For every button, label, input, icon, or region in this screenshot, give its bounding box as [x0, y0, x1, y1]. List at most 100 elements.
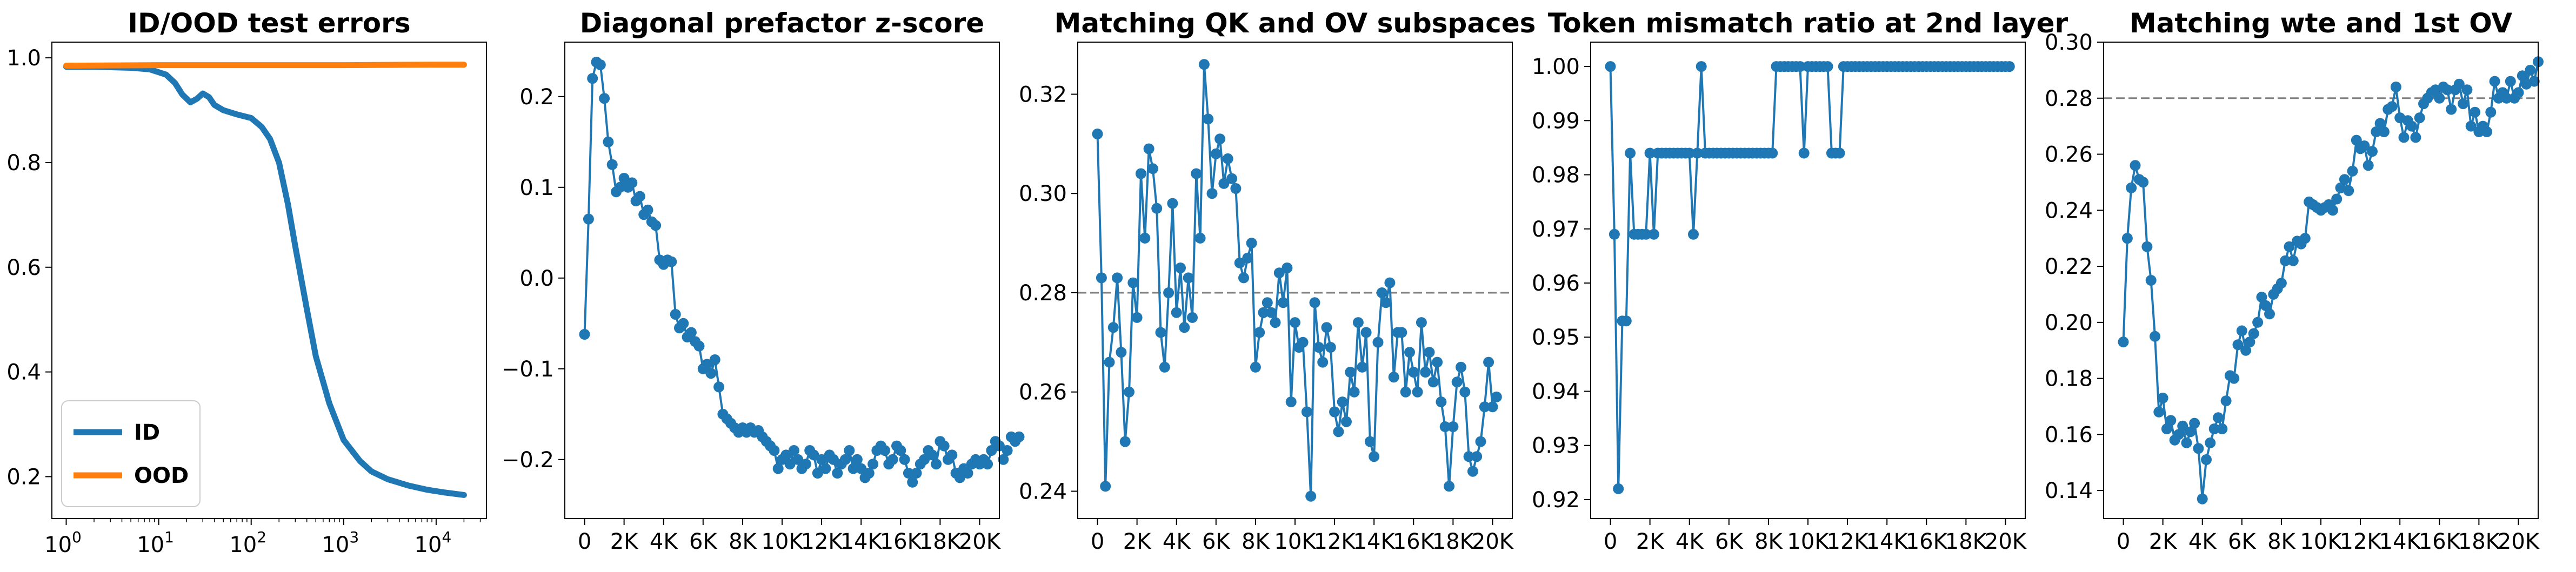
chart-panel-4: Token mismatch ratio at 2nd layer 0.92 0.9… — [1532, 8, 2068, 554]
data-point — [1432, 356, 1443, 368]
data-point — [2434, 92, 2445, 104]
data-point — [2157, 392, 2168, 403]
data-point — [1183, 272, 1194, 284]
data-point — [769, 445, 780, 456]
y-tick-label: 0.8 — [6, 151, 41, 176]
plot-frame — [1077, 42, 1513, 519]
data-point — [1124, 386, 1134, 398]
data-point — [1456, 361, 1466, 373]
y-tick-label: 0.99 — [1532, 109, 1580, 133]
data-point — [2441, 84, 2453, 96]
data-point — [2410, 132, 2421, 143]
data-point — [2371, 126, 2382, 137]
data-point — [1404, 347, 1415, 358]
chart-title: ID/OOD test errors — [128, 8, 410, 39]
data-point — [1301, 406, 1312, 418]
data-point — [1214, 133, 1226, 145]
y-tick-label: 0.16 — [2045, 422, 2093, 447]
x-tick-exponent: 1 — [164, 528, 174, 546]
data-point — [1238, 272, 1249, 284]
data-point — [2220, 395, 2232, 407]
data-point — [1384, 277, 1396, 288]
chart-title: Matching wte and 1st OV — [2130, 8, 2513, 39]
data-point — [1171, 307, 1182, 318]
plot-frame — [2103, 42, 2539, 519]
data-point — [1139, 232, 1151, 244]
data-point — [1447, 421, 1459, 432]
data-point — [986, 445, 997, 456]
x-tick-label: 2K — [610, 529, 639, 554]
y-tick-label: 0.2 — [519, 85, 554, 110]
data-point — [1479, 401, 1490, 413]
data-point — [812, 468, 823, 479]
data-point — [1187, 312, 1198, 323]
x-tick-label: 6K — [2228, 529, 2257, 554]
data-point — [1692, 147, 1703, 159]
x-tick-base: 10 — [137, 533, 164, 557]
data-point — [2201, 454, 2212, 465]
data-point — [998, 454, 1009, 465]
data-point — [2287, 255, 2299, 266]
data-point — [962, 468, 973, 479]
y-tick-label: 0.96 — [1532, 271, 1580, 296]
data-point — [1345, 367, 1356, 378]
x-tick-label: 2K — [1123, 529, 1152, 554]
data-point — [1794, 61, 1806, 72]
data-point — [583, 213, 594, 225]
data-point — [1684, 147, 1695, 159]
plot-frame — [1590, 42, 2026, 519]
data-point — [2153, 406, 2165, 418]
x-tick-label: 14K — [840, 529, 883, 554]
data-point — [1234, 257, 1245, 268]
y-tick-label: 0.95 — [1532, 325, 1580, 350]
data-point — [1333, 426, 1344, 438]
data-point — [1400, 386, 1411, 398]
x-tick-label: 6K — [689, 529, 718, 554]
y-tick-label: 0.32 — [1019, 82, 1067, 107]
y-tick-label: 0.30 — [2045, 30, 2093, 55]
data-point — [1313, 342, 1324, 353]
data-point — [1798, 147, 1810, 159]
data-point — [1337, 396, 1348, 408]
x-tick-label: 20K — [1472, 529, 1514, 554]
data-point — [2398, 132, 2410, 143]
data-point — [1100, 481, 1111, 492]
y-tick-label: 0.18 — [2045, 367, 2093, 392]
data-point — [1282, 263, 1293, 273]
data-point — [2118, 337, 2129, 348]
data-point — [2165, 415, 2177, 426]
x-tick-label: 20K — [1985, 529, 2027, 554]
data-point — [666, 256, 677, 267]
y-tick-label: 0.14 — [2045, 479, 2093, 503]
data-point — [1325, 342, 1336, 353]
data-point — [2489, 76, 2500, 87]
data-point — [1352, 317, 1364, 328]
x-tick-label: 100 — [44, 528, 82, 557]
data-point — [2275, 278, 2287, 289]
data-point — [903, 468, 914, 479]
data-point — [1163, 287, 1174, 298]
y-tick-label: 0.28 — [2045, 86, 2093, 111]
data-point — [1092, 129, 1103, 139]
data-point — [1266, 307, 1277, 318]
data-point — [844, 445, 855, 456]
data-point — [2177, 420, 2188, 432]
data-point — [1096, 272, 1107, 284]
data-point — [1002, 445, 1013, 456]
data-point — [1321, 322, 1332, 333]
data-point — [1471, 451, 1483, 462]
y-tick-label: 0.28 — [1019, 281, 1067, 306]
data-point — [1242, 252, 1253, 264]
x-tick-label: 12K — [1314, 529, 1357, 554]
data-point — [2141, 241, 2153, 252]
data-point — [1439, 421, 1451, 432]
data-point — [800, 459, 811, 470]
data-point — [2351, 134, 2362, 146]
x-tick-label: 20K — [2498, 529, 2540, 554]
data-point — [2470, 106, 2481, 118]
data-point — [2525, 64, 2536, 76]
data-point — [2244, 337, 2255, 348]
data-point — [2248, 328, 2259, 339]
legend-label: ID — [134, 420, 160, 445]
